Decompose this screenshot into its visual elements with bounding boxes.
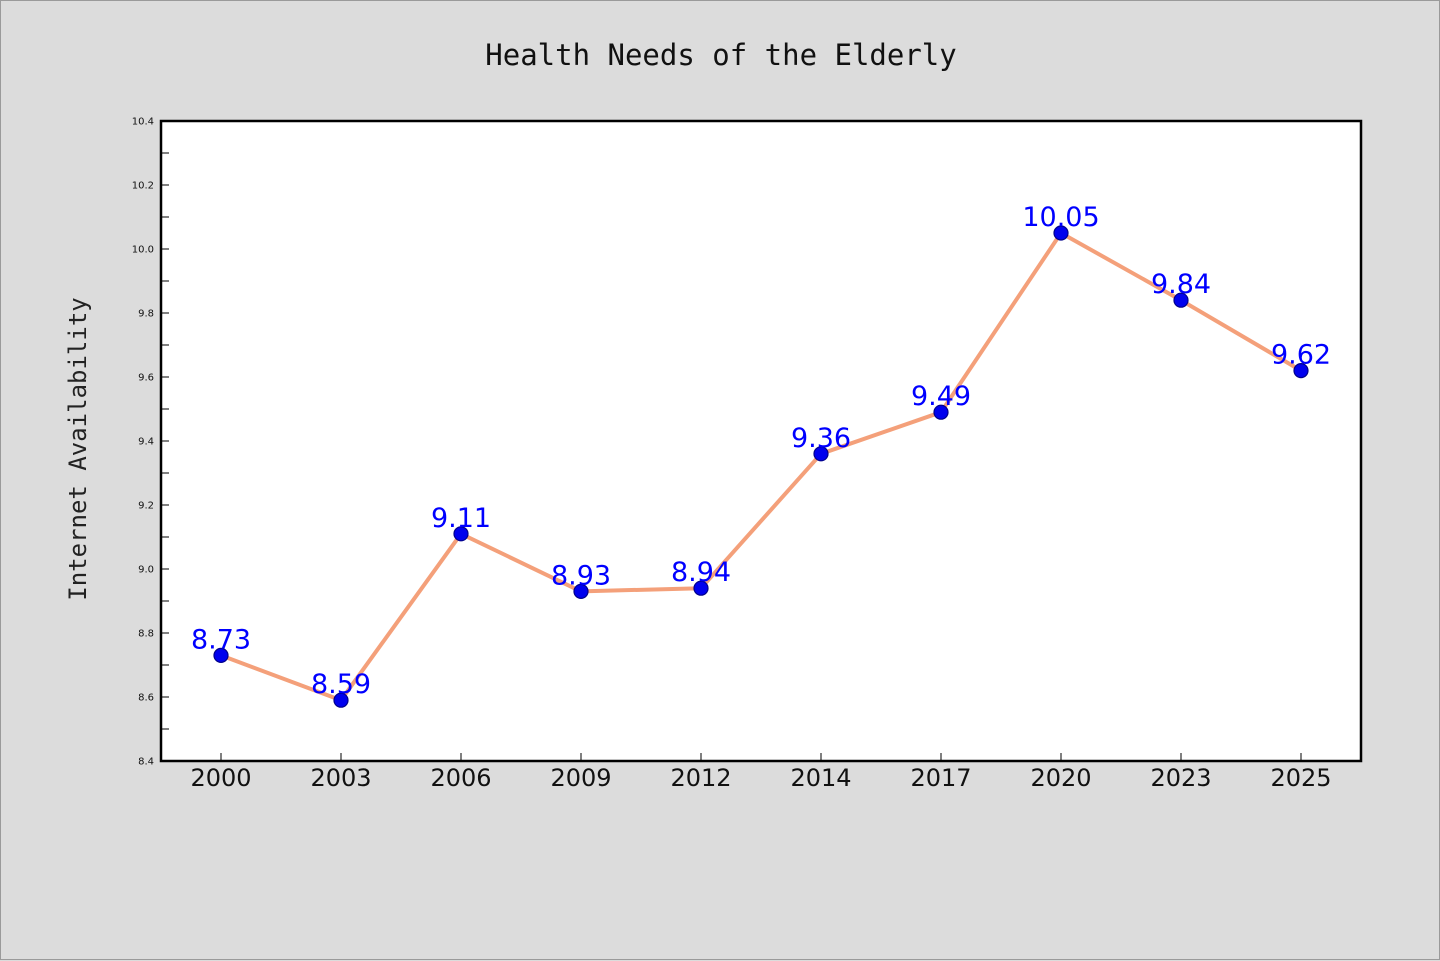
- y-tick-label: 9.4: [138, 437, 154, 448]
- data-label: 9.11: [431, 503, 491, 534]
- y-tick-label: 8.4: [138, 757, 154, 768]
- data-point: [813, 446, 829, 462]
- y-tick-label: 9.6: [138, 373, 154, 384]
- x-axis-ticks: 2000 2003 2006 2009 2012 2014 2017 2020 2023 2025: [190, 753, 1332, 792]
- x-tick-label: 2012: [670, 764, 731, 792]
- x-tick-label: 2003: [310, 764, 371, 792]
- data-point: [333, 692, 349, 708]
- data-label: 9.49: [911, 381, 971, 412]
- x-tick-label: 2017: [910, 764, 971, 792]
- plot-area: [161, 121, 1361, 761]
- y-tick-label: 9.0: [138, 565, 154, 576]
- y-tick-label: 9.2: [138, 501, 154, 512]
- x-tick-label: 2000: [190, 764, 251, 792]
- x-tick-label: 2014: [790, 764, 851, 792]
- data-label: 8.73: [191, 624, 251, 655]
- data-point: [1053, 225, 1069, 241]
- y-tick-label: 10.4: [132, 117, 154, 128]
- x-tick-label: 2023: [1150, 764, 1211, 792]
- data-point: [453, 526, 469, 542]
- y-tick-label: 9.8: [138, 309, 154, 320]
- data-point: [693, 580, 709, 596]
- data-point: [1293, 363, 1309, 379]
- x-tick-label: 2009: [550, 764, 611, 792]
- data-label: 9.36: [791, 423, 851, 454]
- y-tick-label: 8.8: [138, 629, 154, 640]
- x-tick-label: 2025: [1270, 764, 1331, 792]
- data-point: [933, 404, 949, 420]
- y-tick-label: 8.6: [138, 693, 154, 704]
- y-tick-label: 10.2: [132, 181, 154, 192]
- plot-border: [159, 119, 1363, 763]
- data-point: [213, 647, 229, 664]
- data-label: 8.59: [311, 669, 371, 700]
- data-labels-group: 8.73 8.59 9.11 8.93 8.94 9.36 9.49 10.05 9.84 9.6…: [191, 202, 1331, 700]
- y-tick-label: 10.0: [132, 245, 154, 256]
- data-point: [573, 583, 589, 600]
- data-label: 9.62: [1271, 340, 1331, 371]
- data-label: 8.93: [551, 560, 611, 591]
- series-group: [213, 225, 1309, 708]
- x-tick-label: 2020: [1030, 764, 1091, 792]
- data-label: 8.94: [671, 557, 731, 588]
- data-label: 9.84: [1151, 269, 1211, 300]
- series-line: [219, 231, 1303, 703]
- chart-title: Health Needs of the Elderly: [485, 38, 956, 72]
- y-axis-label: Internet Availability: [64, 297, 92, 600]
- x-tick-label: 2006: [430, 764, 491, 792]
- data-label: 10.05: [1022, 202, 1099, 233]
- y-axis-ticks: 8.4 8.6 8.8 9.0 9.2 9.4 9.6 9.8 10.0 10.2 10.4: [132, 117, 169, 768]
- data-point: [1173, 292, 1189, 308]
